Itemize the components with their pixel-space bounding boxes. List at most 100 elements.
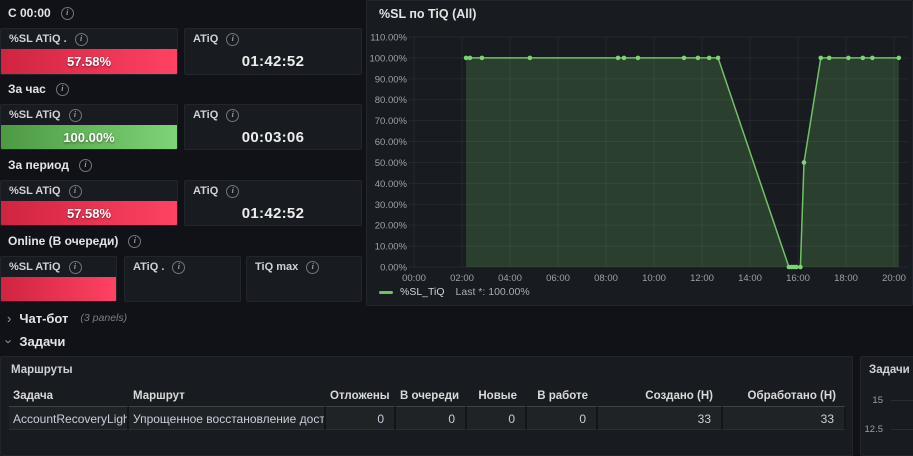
panel-title: %SL ATiQ . bbox=[9, 33, 67, 45]
section-label-text: Online (В очереди) bbox=[8, 234, 119, 248]
panel-sl-atiq-online: %SL ATiQ i bbox=[0, 256, 117, 302]
section-header-c0000: С 00:00 i bbox=[8, 5, 74, 21]
panel-header[interactable]: ATiQ i bbox=[185, 29, 361, 49]
svg-text:70.00%: 70.00% bbox=[375, 116, 408, 127]
info-icon[interactable]: i bbox=[68, 184, 82, 198]
info-icon[interactable]: i bbox=[128, 234, 142, 248]
info-icon[interactable]: i bbox=[78, 158, 92, 172]
table-cell-task: AccountRecoveryLight bbox=[9, 406, 129, 430]
svg-text:12:00: 12:00 bbox=[690, 273, 714, 284]
panel-title[interactable]: Маршруты bbox=[11, 364, 73, 376]
svg-text:30.00%: 30.00% bbox=[375, 200, 408, 211]
stat-bar-gauge: 57.58% bbox=[1, 201, 177, 225]
svg-text:04:00: 04:00 bbox=[498, 273, 522, 284]
stat-value: 00:03:06 bbox=[241, 128, 305, 146]
panel-sl-atiq-hour: %SL ATiQ i 100.00% bbox=[0, 104, 178, 150]
info-icon[interactable]: i bbox=[226, 32, 240, 46]
row-label: Задачи bbox=[19, 333, 66, 349]
legend-series-name[interactable]: %SL_TiQ bbox=[400, 286, 445, 298]
panel-title: ATiQ bbox=[193, 33, 219, 45]
stat-value: 57.58% bbox=[66, 54, 112, 69]
stat-value: 01:42:52 bbox=[241, 53, 305, 70]
section-header-online: Online (В очереди) i bbox=[8, 233, 142, 249]
column-header-postponed[interactable]: Отложены bbox=[330, 390, 390, 402]
panel-header[interactable]: %SL ATiQ i bbox=[1, 257, 116, 277]
column-header-queued[interactable]: В очереди bbox=[400, 390, 460, 402]
y-axis-tick: 12.5 bbox=[861, 424, 913, 436]
panel-header[interactable]: ATiQ i bbox=[185, 105, 361, 125]
legend-last-value: Last *: 100.00% bbox=[455, 286, 530, 298]
panel-title: %SL ATiQ bbox=[9, 261, 61, 273]
panel-sl-tiq-chart: %SL по TiQ (All) 110.00% 100.00% 90.00% 80.… bbox=[366, 0, 913, 306]
info-icon[interactable]: i bbox=[172, 260, 186, 274]
table-cell-new: 0 bbox=[467, 406, 527, 430]
column-header-created[interactable]: Создано (Н) bbox=[645, 390, 713, 402]
info-icon[interactable]: i bbox=[60, 6, 74, 20]
timeseries-plot[interactable]: 110.00% 100.00% 90.00% 80.00% 70.00% 60.00% 50… bbox=[367, 1, 913, 306]
panel-tiq-max-online: TiQ max i bbox=[246, 256, 362, 302]
panel-atiq-hour: ATiQ i 00:03:06 bbox=[184, 104, 362, 150]
panel-header[interactable]: ATiQ . i bbox=[125, 257, 240, 277]
legend-series-swatch[interactable] bbox=[379, 290, 393, 294]
panel-title: ATiQ bbox=[193, 109, 219, 121]
column-header-route[interactable]: Маршрут bbox=[133, 390, 185, 402]
svg-text:16:00: 16:00 bbox=[786, 273, 810, 284]
panel-header[interactable]: TiQ max i bbox=[247, 257, 361, 277]
svg-text:50.00%: 50.00% bbox=[375, 158, 408, 169]
svg-text:60.00%: 60.00% bbox=[375, 137, 408, 148]
row-toggle-chatbot[interactable]: › Чат-бот (3 panels) bbox=[0, 306, 913, 330]
info-icon[interactable]: i bbox=[226, 108, 240, 122]
info-icon[interactable]: i bbox=[68, 108, 82, 122]
svg-text:20.00%: 20.00% bbox=[375, 221, 408, 232]
svg-text:10:00: 10:00 bbox=[642, 273, 666, 284]
stat-bar-gauge: 100.00% bbox=[1, 125, 177, 149]
panel-header[interactable]: %SL ATiQ i bbox=[1, 105, 177, 125]
column-header-processed[interactable]: Обработано (Н) bbox=[747, 390, 836, 402]
panel-title: %SL ATiQ bbox=[9, 185, 61, 197]
panel-title: ATiQ . bbox=[133, 261, 165, 273]
panel-title: TiQ max bbox=[255, 261, 299, 273]
panel-sl-atiq-since-0000: %SL ATiQ . i 57.58% bbox=[0, 28, 178, 75]
stat-value: 01:42:52 bbox=[241, 204, 305, 222]
svg-text:00:00: 00:00 bbox=[402, 273, 426, 284]
panel-routes-table: Маршруты Задача Маршрут Отложены В очере… bbox=[0, 356, 853, 456]
svg-text:80.00%: 80.00% bbox=[375, 95, 408, 106]
chart-legend: %SL_TiQ Last *: 100.00% bbox=[379, 286, 530, 298]
panel-header[interactable]: %SL ATiQ . i bbox=[1, 29, 177, 49]
row-toggle-tasks[interactable]: › Задачи bbox=[0, 331, 913, 351]
panel-atiq-since-0000: ATiQ i 01:42:52 bbox=[184, 28, 362, 75]
chart-title[interactable]: %SL по TiQ (All) bbox=[379, 7, 477, 21]
svg-text:06:00: 06:00 bbox=[546, 273, 570, 284]
section-header-period: За период i bbox=[8, 157, 92, 173]
stat-bar-gauge: 57.58% bbox=[1, 49, 177, 74]
panel-title[interactable]: Задачи (All bbox=[869, 364, 913, 376]
svg-text:18:00: 18:00 bbox=[834, 273, 858, 284]
stat-value: 100.00% bbox=[63, 129, 115, 145]
info-icon[interactable]: i bbox=[226, 184, 240, 198]
panel-atiq-online: ATiQ . i bbox=[124, 256, 241, 302]
info-icon[interactable]: i bbox=[55, 82, 69, 96]
panel-title: ATiQ bbox=[193, 185, 219, 197]
stat-value: 57.58% bbox=[66, 205, 112, 221]
svg-text:100.00%: 100.00% bbox=[369, 53, 407, 64]
column-header-in-progress[interactable]: В работе bbox=[537, 390, 588, 402]
info-icon[interactable]: i bbox=[306, 260, 320, 274]
section-label-text: За период bbox=[8, 158, 69, 172]
table-cell-queued: 0 bbox=[396, 406, 467, 430]
info-icon[interactable]: i bbox=[74, 32, 88, 46]
svg-text:14:00: 14:00 bbox=[738, 273, 762, 284]
panel-header[interactable]: %SL ATiQ i bbox=[1, 181, 177, 201]
svg-text:20:00: 20:00 bbox=[882, 273, 906, 284]
row-panel-count: (3 panels) bbox=[80, 312, 128, 324]
info-icon[interactable]: i bbox=[68, 260, 82, 274]
gridline bbox=[891, 429, 913, 430]
routes-table: Задача Маршрут Отложены В очереди Новые … bbox=[9, 388, 846, 430]
column-header-task[interactable]: Задача bbox=[13, 390, 54, 402]
svg-text:08:00: 08:00 bbox=[594, 273, 618, 284]
section-label-text: За час bbox=[8, 82, 46, 96]
panel-header[interactable]: ATiQ i bbox=[185, 181, 361, 201]
svg-text:40.00%: 40.00% bbox=[375, 179, 408, 190]
column-header-new[interactable]: Новые bbox=[478, 390, 517, 402]
svg-text:02:00: 02:00 bbox=[450, 273, 474, 284]
